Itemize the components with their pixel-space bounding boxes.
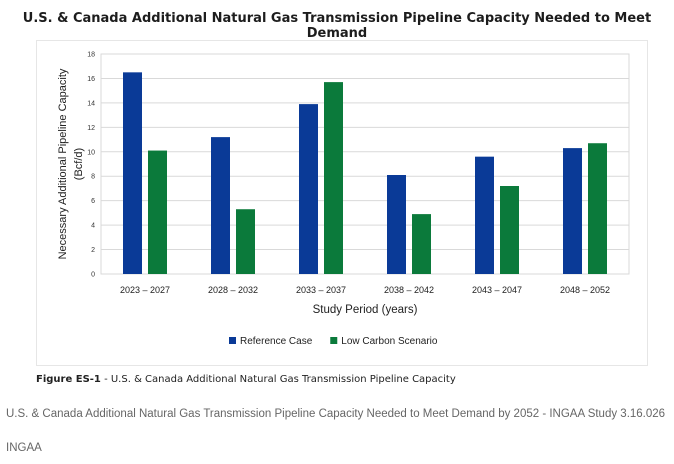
x-tick-label: 2038 – 2042 xyxy=(384,285,434,295)
bar xyxy=(148,150,167,274)
figure-caption-text: U.S. & Canada Additional Natural Gas Tra… xyxy=(110,374,456,385)
bar xyxy=(211,137,230,274)
bar xyxy=(123,72,142,274)
x-tick-label: 2023 – 2027 xyxy=(120,285,170,295)
y-tick-label: 4 xyxy=(91,223,95,230)
y-tick-label: 14 xyxy=(87,100,95,107)
y-tick-label: 10 xyxy=(87,149,95,156)
bar xyxy=(475,156,494,274)
x-tick-label: 2033 – 2037 xyxy=(296,285,346,295)
source-org: INGAA xyxy=(6,442,42,454)
y-tick-label: 16 xyxy=(87,76,95,83)
x-tick-label: 2043 – 2047 xyxy=(472,285,522,295)
y-axis-unit: (Bcf/d) xyxy=(73,148,85,180)
source-description: U.S. & Canada Additional Natural Gas Tra… xyxy=(6,408,666,420)
y-tick-label: 6 xyxy=(91,198,95,205)
x-tick-label: 2028 – 2032 xyxy=(208,285,258,295)
bar xyxy=(236,209,255,274)
y-tick-label: 18 xyxy=(87,52,95,59)
bar xyxy=(563,148,582,274)
bar xyxy=(500,186,519,274)
y-tick-label: 0 xyxy=(91,272,95,279)
chart-canvas: 0 2 4 6 8 10 12 14 16 18 2023 – 2027 2028 – 2032 203… xyxy=(57,52,630,347)
y-tick-label: 8 xyxy=(91,174,95,181)
plot-area-frame xyxy=(100,53,630,275)
legend-swatch xyxy=(229,337,236,344)
chart-figure: 0 2 4 6 8 10 12 14 16 18 2023 – 2027 2028 – 2032 203… xyxy=(36,40,648,366)
figure-label: Figure ES-1 xyxy=(36,374,101,385)
bar xyxy=(324,82,343,274)
legend-label: Low Carbon Scenario xyxy=(341,336,438,347)
bar xyxy=(588,143,607,274)
bar xyxy=(387,175,406,274)
x-tick-label: 2048 – 2052 xyxy=(560,285,610,295)
x-axis-title: Study Period (years) xyxy=(313,304,418,316)
figure-caption: Figure ES-1 - U.S. & Canada Additional N… xyxy=(36,374,456,385)
figure-caption-separator: - xyxy=(104,374,111,385)
y-axis-title: Necessary Additional Pipeline Capacity xyxy=(57,68,69,259)
y-tick-label: 12 xyxy=(87,125,95,132)
legend-label: Reference Case xyxy=(240,336,313,347)
bar xyxy=(299,104,318,274)
chart-title: U.S. & Canada Additional Natural Gas Tra… xyxy=(22,11,652,41)
legend-swatch xyxy=(330,337,338,344)
bar xyxy=(412,214,431,274)
y-tick-label: 2 xyxy=(91,247,95,254)
